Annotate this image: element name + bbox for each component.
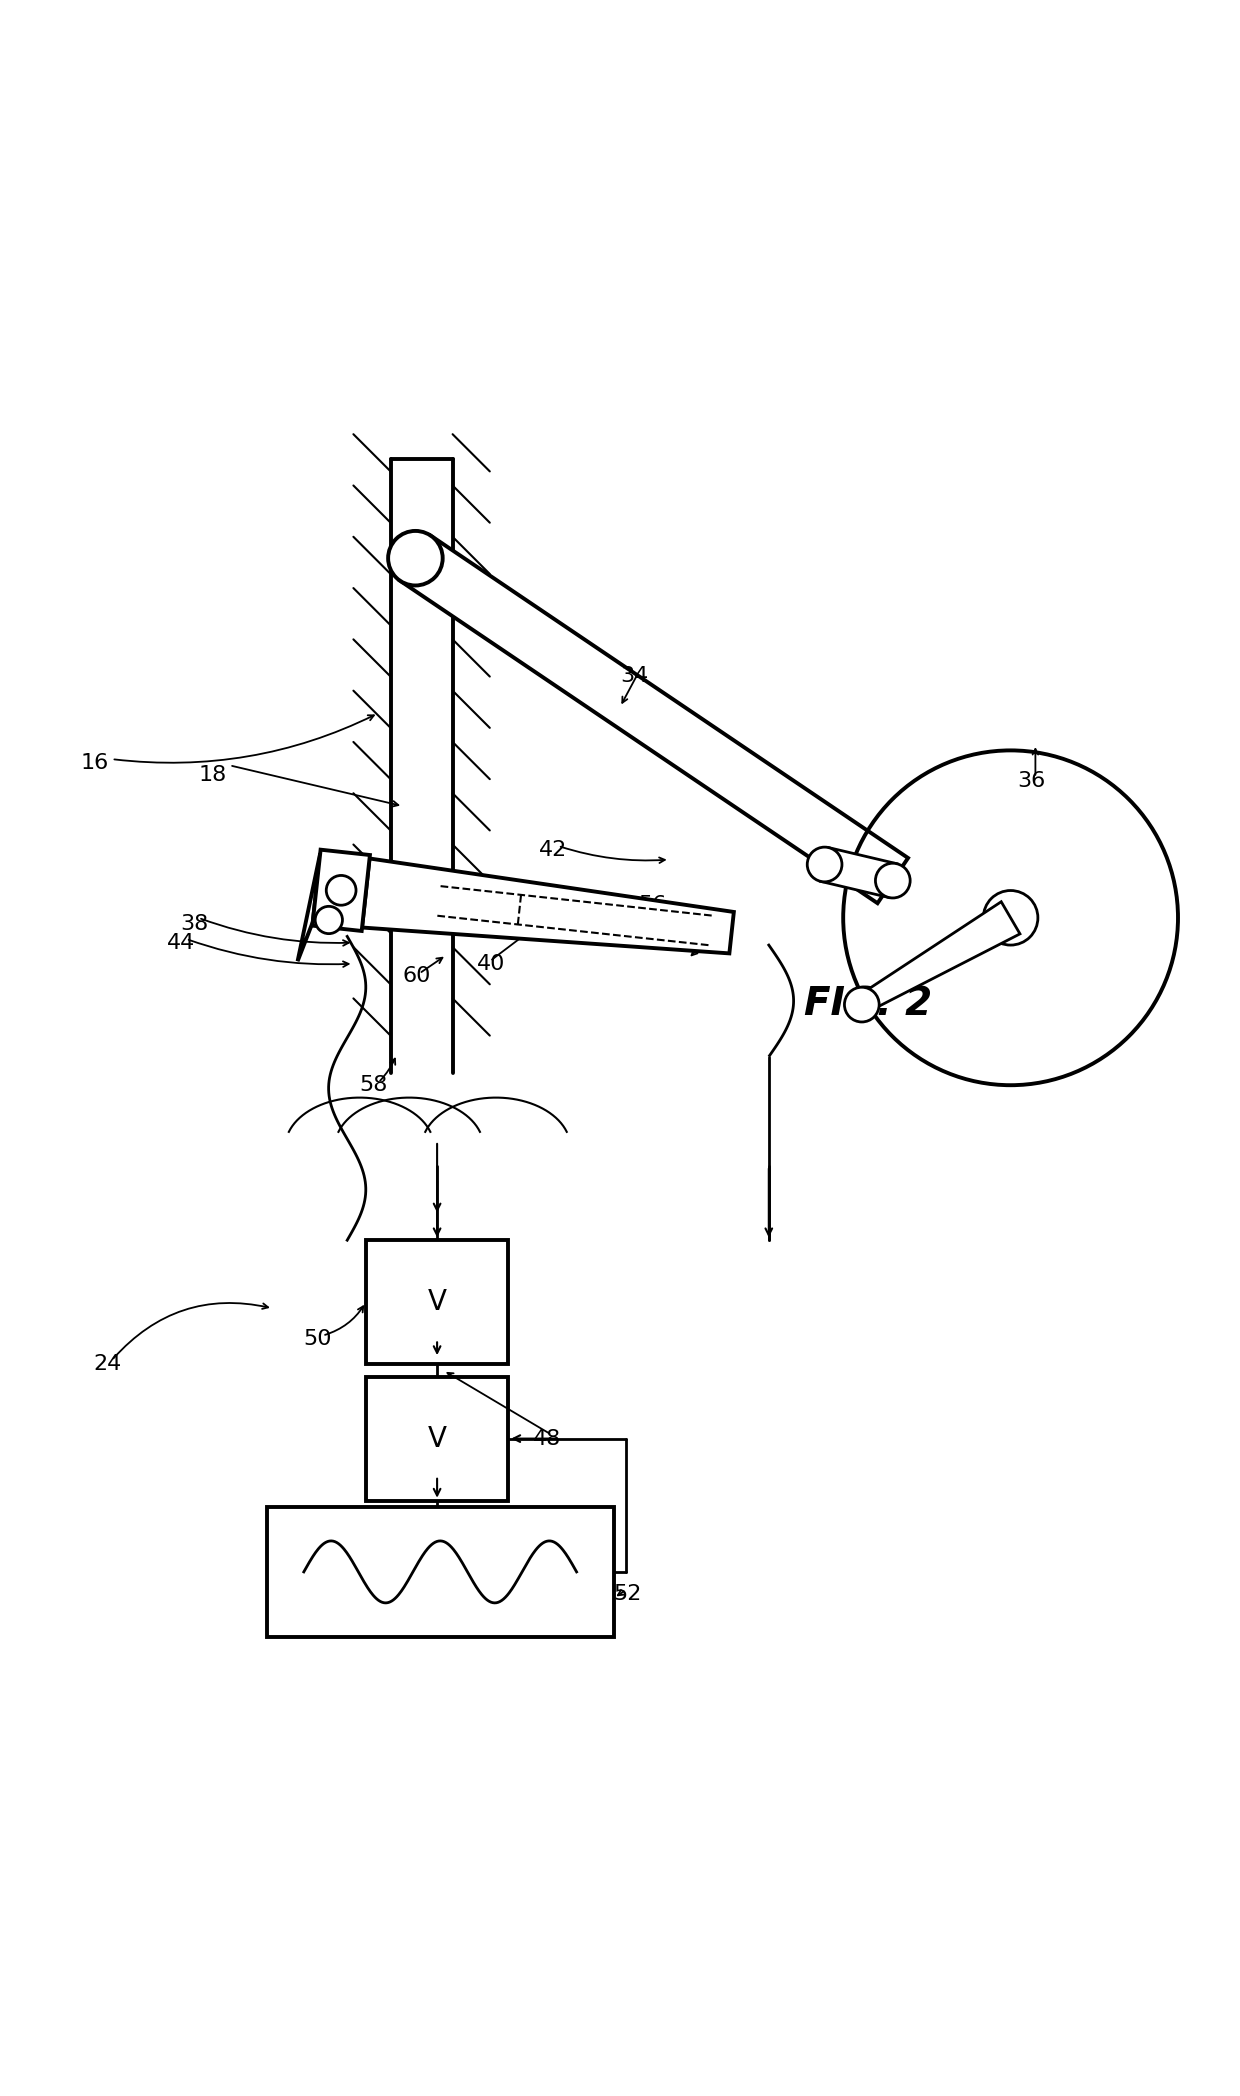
Circle shape [315, 905, 342, 933]
Text: 56: 56 [639, 895, 667, 916]
Text: 52: 52 [614, 1585, 642, 1603]
Text: 60: 60 [403, 966, 432, 985]
Text: 48: 48 [533, 1429, 562, 1448]
Polygon shape [362, 859, 734, 954]
Text: 42: 42 [539, 840, 568, 859]
Text: 18: 18 [198, 765, 227, 786]
Text: V: V [428, 1425, 446, 1453]
Text: 54: 54 [701, 926, 729, 947]
Text: 34: 34 [620, 667, 649, 685]
FancyBboxPatch shape [267, 1507, 614, 1637]
Text: 38: 38 [180, 914, 208, 935]
Text: 32: 32 [335, 901, 363, 922]
Polygon shape [821, 847, 897, 897]
Text: FIG. 2: FIG. 2 [804, 985, 932, 1023]
Text: 50: 50 [304, 1329, 332, 1350]
Text: 24: 24 [93, 1354, 122, 1375]
Circle shape [844, 987, 879, 1023]
Text: V: V [428, 1289, 446, 1316]
Polygon shape [298, 853, 320, 962]
Polygon shape [401, 537, 908, 903]
Text: 40: 40 [477, 954, 506, 975]
Text: 36: 36 [1017, 771, 1045, 792]
Text: 16: 16 [81, 752, 109, 773]
Circle shape [388, 530, 443, 585]
Polygon shape [857, 901, 1021, 1012]
Polygon shape [312, 849, 370, 931]
Circle shape [983, 891, 1038, 945]
Text: 46: 46 [322, 870, 351, 891]
Circle shape [875, 864, 910, 897]
FancyBboxPatch shape [366, 1241, 508, 1364]
Text: 44: 44 [167, 933, 196, 952]
Text: 58: 58 [360, 1075, 388, 1096]
Circle shape [326, 876, 356, 905]
FancyBboxPatch shape [366, 1377, 508, 1501]
Circle shape [807, 847, 842, 882]
